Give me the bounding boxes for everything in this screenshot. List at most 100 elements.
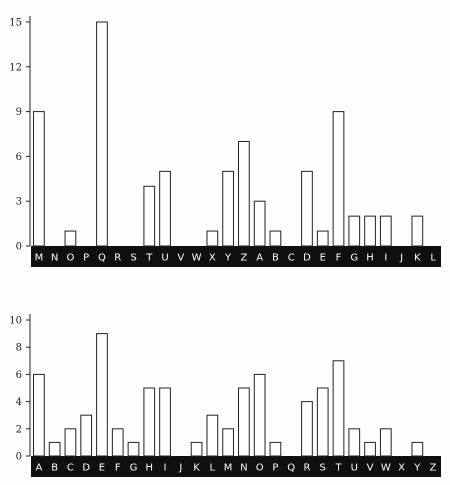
category-label-k: K: [193, 463, 200, 474]
y-tick-label: 15: [9, 18, 22, 29]
bar-o: [64, 230, 77, 247]
category-label-t: T: [334, 463, 342, 474]
category-label-x: X: [398, 463, 405, 474]
category-label-f: F: [336, 253, 342, 264]
bar-g: [127, 441, 140, 457]
category-label-d: D: [82, 463, 90, 474]
y-tick-label: 12: [9, 62, 22, 73]
category-label-z: Z: [430, 463, 437, 474]
y-tick-label: 2: [16, 424, 22, 435]
category-label-j: J: [399, 253, 403, 264]
category-label-x: X: [209, 253, 216, 264]
category-label-s: S: [320, 463, 326, 474]
category-label-a: A: [256, 253, 263, 264]
chart-1: 0 3 6 9 12 15 M N O P Q R S T U V W X Y Z A B C D E F G H I J K L: [9, 16, 441, 267]
bar-s: [316, 387, 329, 457]
category-label-t: T: [145, 253, 153, 264]
category-label-z: Z: [240, 253, 247, 264]
bar-r: [301, 401, 313, 457]
category-label-q: Q: [287, 463, 295, 474]
bar-d: [80, 414, 93, 457]
bar-w: [379, 428, 392, 457]
chart-2: 0 2 4 6 8 10 A B C D E F G H I J K L M N O P Q R S T U V W X Y Z: [9, 314, 441, 477]
bar-f: [111, 428, 124, 457]
bar-y: [222, 170, 234, 247]
bar-h: [364, 215, 376, 247]
category-label-b: B: [272, 253, 279, 264]
category-label-s: S: [130, 253, 136, 264]
category-label-v: V: [367, 463, 374, 474]
category-label-y: Y: [224, 253, 232, 264]
bar-a: [253, 200, 266, 247]
category-label-g: G: [130, 463, 138, 474]
bar-m: [222, 428, 234, 457]
category-label-u: U: [161, 253, 168, 264]
bar-m: [33, 111, 45, 247]
y-tick-label: 9: [16, 107, 22, 118]
y-tick-label: 6: [16, 370, 22, 381]
category-label-w: W: [381, 463, 391, 474]
category-label-e: E: [320, 253, 326, 264]
bar-b: [269, 230, 282, 247]
category-label-d: D: [303, 253, 311, 264]
y-tick-label: 4: [16, 397, 22, 408]
bar-b: [48, 441, 61, 457]
category-label-y: Y: [413, 463, 421, 474]
category-label-r: R: [114, 253, 121, 264]
bar-x: [206, 230, 219, 247]
bar-h: [143, 387, 156, 457]
bar-c: [64, 428, 77, 457]
bar-p: [269, 441, 282, 457]
category-label-i: I: [164, 463, 167, 474]
category-label-j: J: [178, 463, 182, 474]
category-label-q: Q: [98, 253, 106, 264]
bar-z: [238, 140, 250, 247]
bar-u: [159, 170, 171, 247]
category-label-n: N: [240, 463, 247, 474]
category-label-r: R: [303, 463, 310, 474]
category-label-k: K: [414, 253, 421, 264]
bar-a: [33, 373, 45, 457]
category-label-l: L: [430, 253, 436, 264]
y-tick-label: 0: [16, 242, 22, 253]
bar-y: [411, 441, 424, 457]
y-tick-label: 3: [16, 197, 22, 208]
bar-f: [332, 111, 345, 247]
bar-n: [238, 387, 250, 457]
bar-v: [364, 441, 376, 457]
bar-k: [411, 215, 424, 247]
bar-o: [253, 373, 266, 457]
category-label-c: C: [288, 253, 295, 264]
bar-e: [96, 333, 108, 457]
category-label-i: I: [384, 253, 387, 264]
bar-k: [190, 441, 203, 457]
category-label-f: F: [115, 463, 121, 474]
bar-g: [348, 215, 361, 247]
category-label-o: O: [256, 463, 264, 474]
category-label-m: M: [224, 463, 233, 474]
bar-u: [348, 428, 361, 457]
bar-t: [332, 360, 345, 457]
category-label-b: B: [51, 463, 58, 474]
bar-l: [206, 414, 219, 457]
category-label-p: P: [272, 463, 278, 474]
category-label-a: A: [35, 463, 42, 474]
category-label-g: G: [350, 253, 358, 264]
bar-t: [143, 185, 156, 247]
bar-d: [301, 170, 313, 247]
category-label-w: W: [192, 253, 202, 264]
category-label-o: O: [66, 253, 74, 264]
category-label-l: L: [210, 463, 216, 474]
category-label-h: H: [366, 253, 374, 264]
category-label-c: C: [67, 463, 74, 474]
y-tick-label: 10: [9, 316, 22, 327]
category-label-m: M: [35, 253, 44, 264]
category-label-band: [31, 456, 441, 477]
category-label-band: [31, 246, 441, 267]
category-label-h: H: [146, 463, 154, 474]
category-label-u: U: [351, 463, 358, 474]
category-label-v: V: [177, 253, 184, 264]
category-label-p: P: [83, 253, 89, 264]
